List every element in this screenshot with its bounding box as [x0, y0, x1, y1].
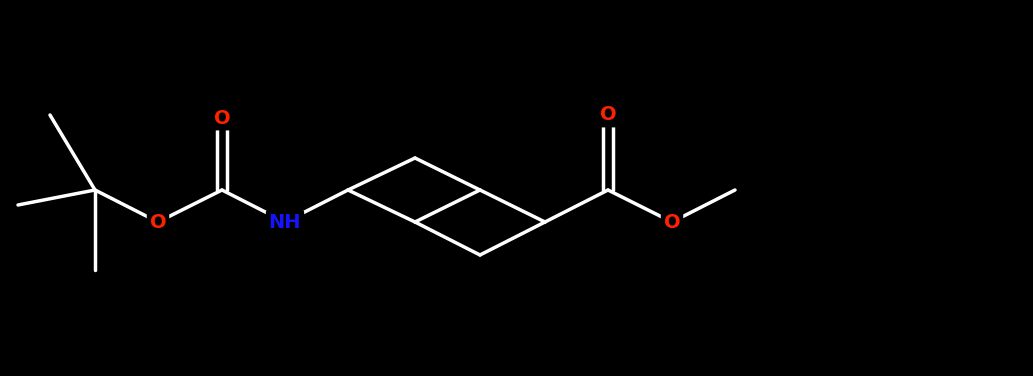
Text: O: O: [214, 109, 230, 127]
Text: O: O: [600, 106, 617, 124]
Text: O: O: [150, 212, 166, 232]
Text: O: O: [663, 212, 681, 232]
Text: NH: NH: [269, 212, 302, 232]
